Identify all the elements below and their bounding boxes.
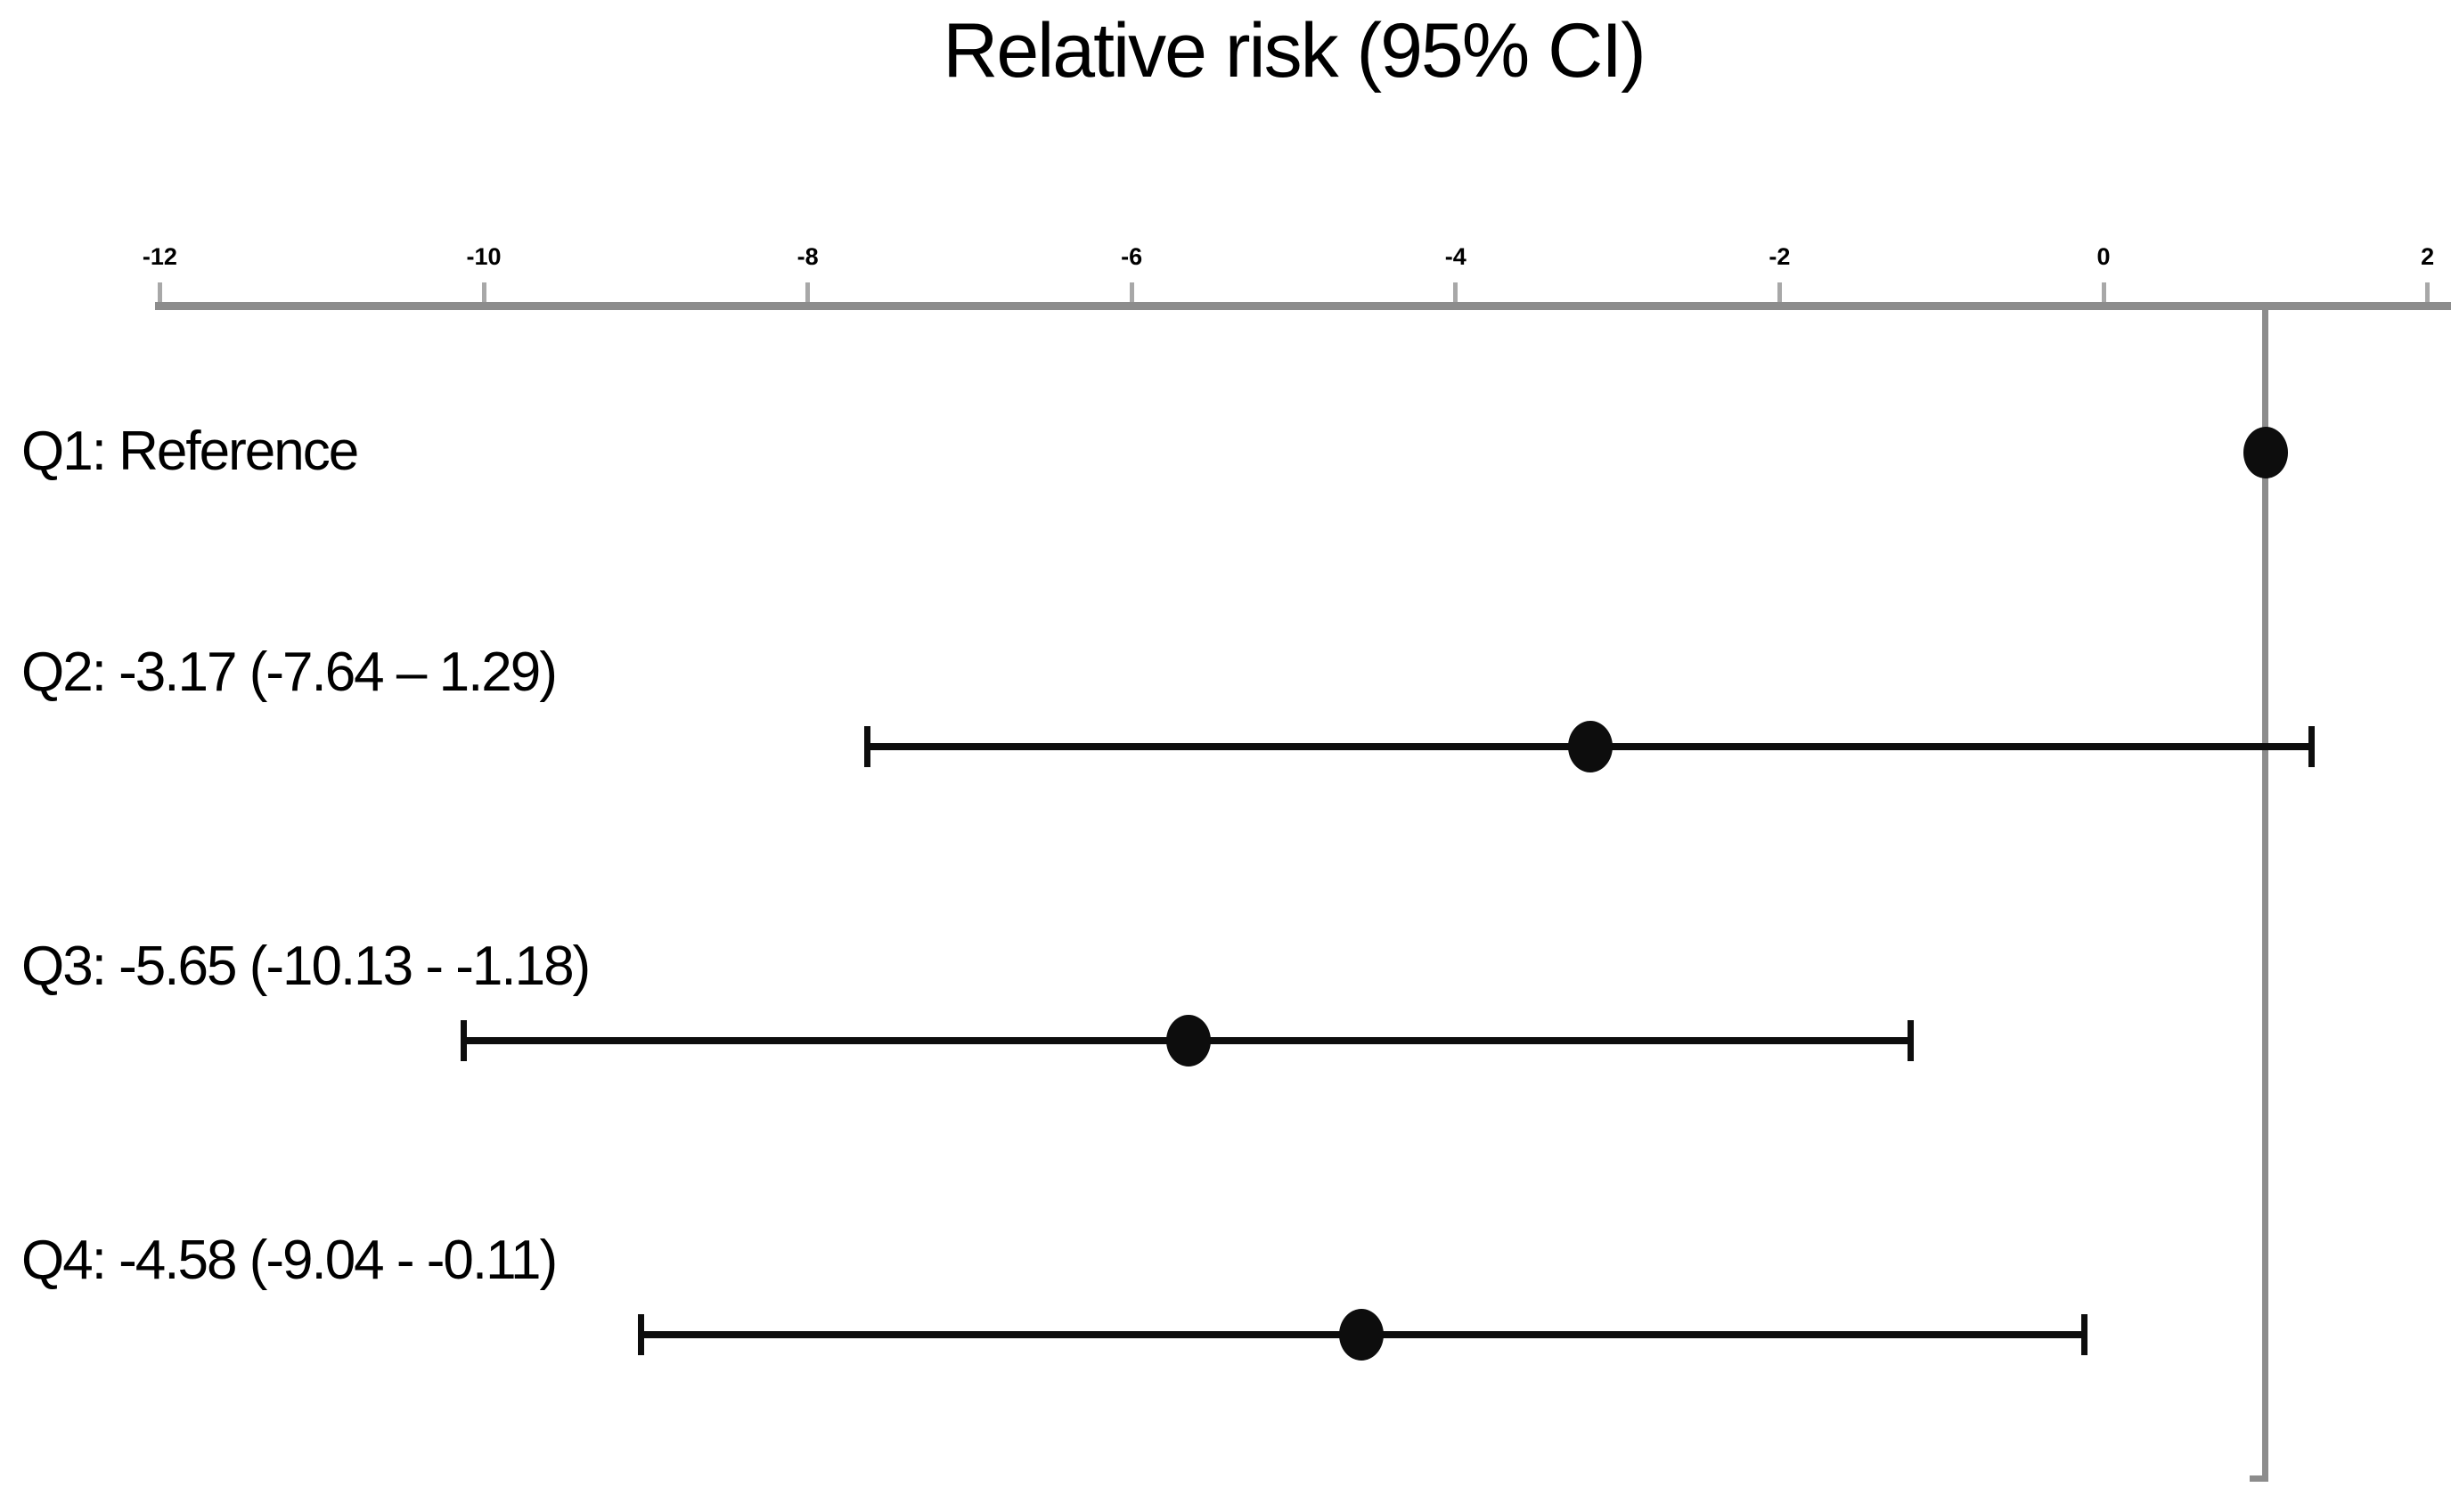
ci-cap-right bbox=[2081, 1314, 2087, 1355]
axis-tick bbox=[481, 282, 486, 302]
ci-cap-left bbox=[864, 726, 871, 767]
ci-cap-right bbox=[2308, 726, 2315, 767]
reference-line bbox=[2262, 310, 2269, 1482]
axis-line bbox=[155, 302, 2451, 310]
ci-cap-left bbox=[461, 1020, 468, 1061]
estimate-marker bbox=[1165, 1015, 1211, 1067]
row-label: Q1: Reference bbox=[21, 420, 359, 482]
estimate-marker bbox=[1567, 721, 1613, 772]
estimate-marker bbox=[2243, 427, 2288, 478]
axis-tick bbox=[157, 282, 162, 302]
axis-tick-label: 0 bbox=[2096, 242, 2111, 270]
axis-tick-label: -8 bbox=[797, 242, 819, 270]
axis-tick bbox=[1453, 282, 1458, 302]
row-label: Q3: -5.65 (-10.13 - -1.18) bbox=[21, 935, 591, 997]
row-label: Q2: -3.17 (-7.64 – 1.29) bbox=[21, 641, 558, 703]
axis-tick-label: -4 bbox=[1444, 242, 1467, 270]
axis-tick bbox=[1129, 282, 1134, 302]
axis-tick-label: -2 bbox=[1769, 242, 1791, 270]
axis-tick bbox=[1777, 282, 1782, 302]
estimate-marker bbox=[1339, 1309, 1385, 1361]
ci-cap-right bbox=[1908, 1020, 1915, 1061]
axis-tick-label: -10 bbox=[466, 242, 502, 270]
axis-tick-label: -12 bbox=[142, 242, 177, 270]
reference-line-foot bbox=[2250, 1475, 2263, 1482]
ci-cap-left bbox=[637, 1314, 644, 1355]
axis-tick-label: 2 bbox=[2421, 242, 2435, 270]
axis-tick bbox=[805, 282, 811, 302]
axis-tick-label: -6 bbox=[1121, 242, 1143, 270]
chart-title: Relative risk (95% CI) bbox=[943, 8, 1646, 94]
axis-tick bbox=[2101, 282, 2106, 302]
row-label: Q4: -4.58 (-9.04 - -0.11) bbox=[21, 1229, 558, 1291]
axis-tick bbox=[2425, 282, 2431, 302]
